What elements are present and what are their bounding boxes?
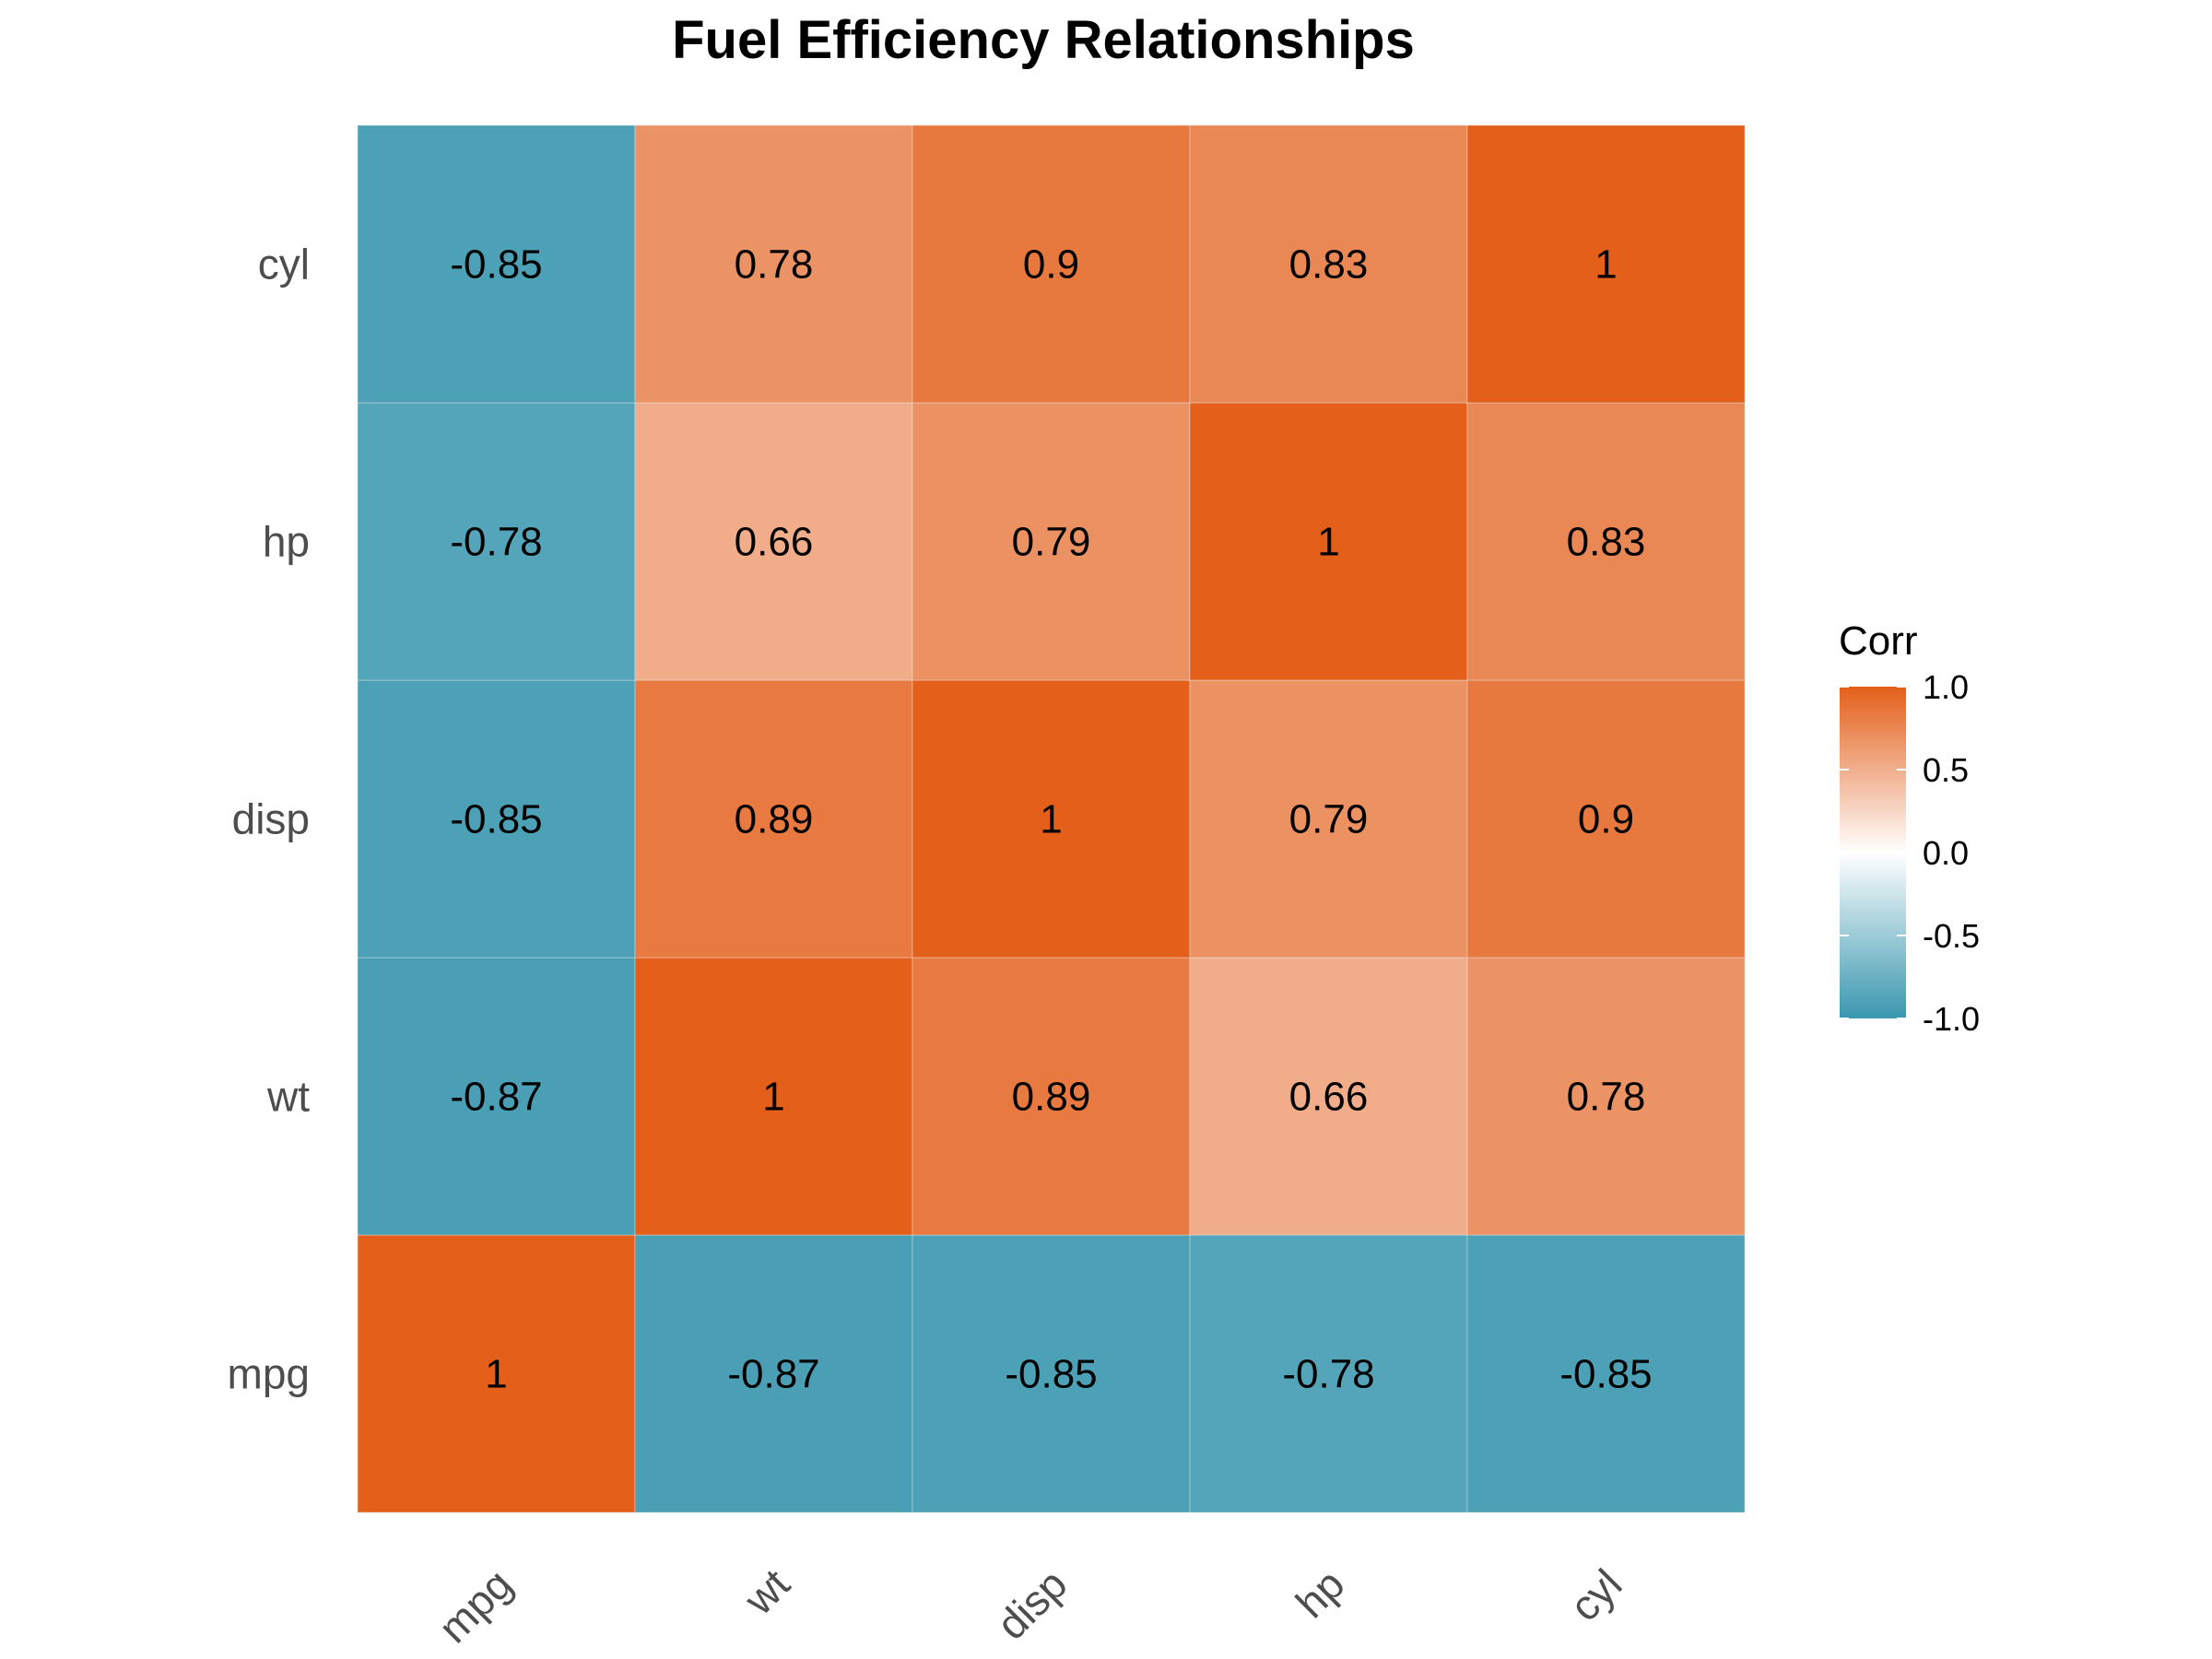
heatmap-cell-disp-wt <box>634 679 913 959</box>
heatmap-cell-hp-hp <box>1189 402 1468 681</box>
cell-value-disp-disp: 1 <box>1040 797 1062 842</box>
cell-value-wt-cyl: 0.78 <box>1567 1075 1646 1120</box>
cell-value-mpg-mpg: 1 <box>485 1352 507 1397</box>
cell-value-wt-wt: 1 <box>762 1075 784 1120</box>
chart-title: Fuel Efficiency Relationships <box>672 10 1415 70</box>
heatmap-cells <box>357 124 1746 1513</box>
legend-colorbar <box>1840 687 1906 1018</box>
heatmap-cell-hp-wt <box>634 402 913 681</box>
heatmap-cell-wt-mpg <box>357 957 636 1236</box>
heatmap-cell-wt-wt <box>634 957 913 1236</box>
heatmap-cell-mpg-hp <box>1189 1234 1468 1513</box>
cell-value-cyl-hp: 0.83 <box>1289 242 1369 288</box>
heatmap-cell-mpg-wt <box>634 1234 913 1513</box>
x-tick-label-hp: hp <box>1287 1559 1354 1627</box>
cell-value-hp-cyl: 0.83 <box>1567 520 1646 565</box>
legend-tick-label: 0.0 <box>1923 834 1969 872</box>
legend-tick-label: -0.5 <box>1923 917 1980 955</box>
cell-value-cyl-wt: 0.78 <box>735 242 814 288</box>
cell-value-disp-cyl: 0.9 <box>1578 797 1634 842</box>
cell-value-hp-mpg: -0.78 <box>450 520 542 565</box>
legend-ticks: 1.0 0.5 0.0 -0.5 -1.0 <box>1840 668 1980 1038</box>
cell-value-mpg-wt: -0.87 <box>727 1352 819 1397</box>
heatmap-cell-wt-hp <box>1189 957 1468 1236</box>
cell-value-disp-mpg: -0.85 <box>450 797 542 842</box>
cell-value-disp-hp: 0.79 <box>1289 797 1369 842</box>
cell-value-mpg-hp: -0.78 <box>1282 1352 1374 1397</box>
cell-value-wt-disp: 0.89 <box>1012 1075 1091 1120</box>
heatmap-cell-disp-cyl <box>1466 679 1746 959</box>
cell-value-cyl-disp: 0.9 <box>1023 242 1079 288</box>
y-tick-label-mpg: mpg <box>228 1350 310 1398</box>
cell-value-wt-hp: 0.66 <box>1289 1075 1369 1120</box>
x-tick-label-wt: wt <box>735 1559 799 1624</box>
cell-value-hp-wt: 0.66 <box>735 520 814 565</box>
x-tick-label-disp: disp <box>987 1559 1076 1648</box>
heatmap-cell-wt-disp <box>912 957 1191 1236</box>
heatmap-cell-hp-disp <box>912 402 1191 681</box>
cell-value-hp-disp: 0.79 <box>1012 520 1091 565</box>
cell-value-mpg-disp: -0.85 <box>1005 1352 1097 1397</box>
cell-value-mpg-cyl: -0.85 <box>1559 1352 1652 1397</box>
heatmap-cell-disp-disp <box>912 679 1191 959</box>
legend-tick-label: 0.5 <box>1923 751 1969 789</box>
legend-title: Corr <box>1839 618 1918 664</box>
legend-tick-label: 1.0 <box>1923 668 1969 706</box>
y-axis-tick-labels: mpg wt disp hp cyl <box>228 241 311 1398</box>
heatmap-cell-labels: 1 -0.87 -0.85 -0.78 -0.85 -0.87 1 0.89 0.66 0.78 -… <box>450 242 1652 1397</box>
x-axis-tick-labels: mpg wt disp hp cyl <box>429 1559 1631 1652</box>
y-tick-label-hp: hp <box>263 518 310 566</box>
heatmap-cell-hp-mpg <box>357 402 636 681</box>
y-tick-label-wt: wt <box>266 1073 310 1121</box>
heatmap-cell-cyl-cyl <box>1466 124 1746 404</box>
legend-tick-label: -1.0 <box>1923 1000 1980 1038</box>
x-tick-label-cyl: cyl <box>1560 1559 1631 1630</box>
y-tick-label-disp: disp <box>232 795 310 843</box>
heatmap-cell-hp-cyl <box>1466 402 1746 681</box>
heatmap-cell-cyl-disp <box>912 124 1191 404</box>
x-tick-label-mpg: mpg <box>429 1559 522 1652</box>
cell-value-hp-hp: 1 <box>1317 520 1339 565</box>
heatmap-cell-cyl-mpg <box>357 124 636 404</box>
cell-value-disp-wt: 0.89 <box>735 797 814 842</box>
cell-value-cyl-mpg: -0.85 <box>450 242 542 288</box>
heatmap-cell-wt-cyl <box>1466 957 1746 1236</box>
cell-value-cyl-cyl: 1 <box>1594 242 1617 288</box>
heatmap-cell-mpg-cyl <box>1466 1234 1746 1513</box>
y-tick-label-cyl: cyl <box>258 241 310 288</box>
heatmap-cell-cyl-wt <box>634 124 913 404</box>
heatmap-cell-mpg-mpg <box>357 1234 636 1513</box>
color-legend: Corr 1.0 0.5 0.0 -0.5 -1.0 <box>1839 618 1980 1038</box>
cell-value-wt-mpg: -0.87 <box>450 1075 542 1120</box>
